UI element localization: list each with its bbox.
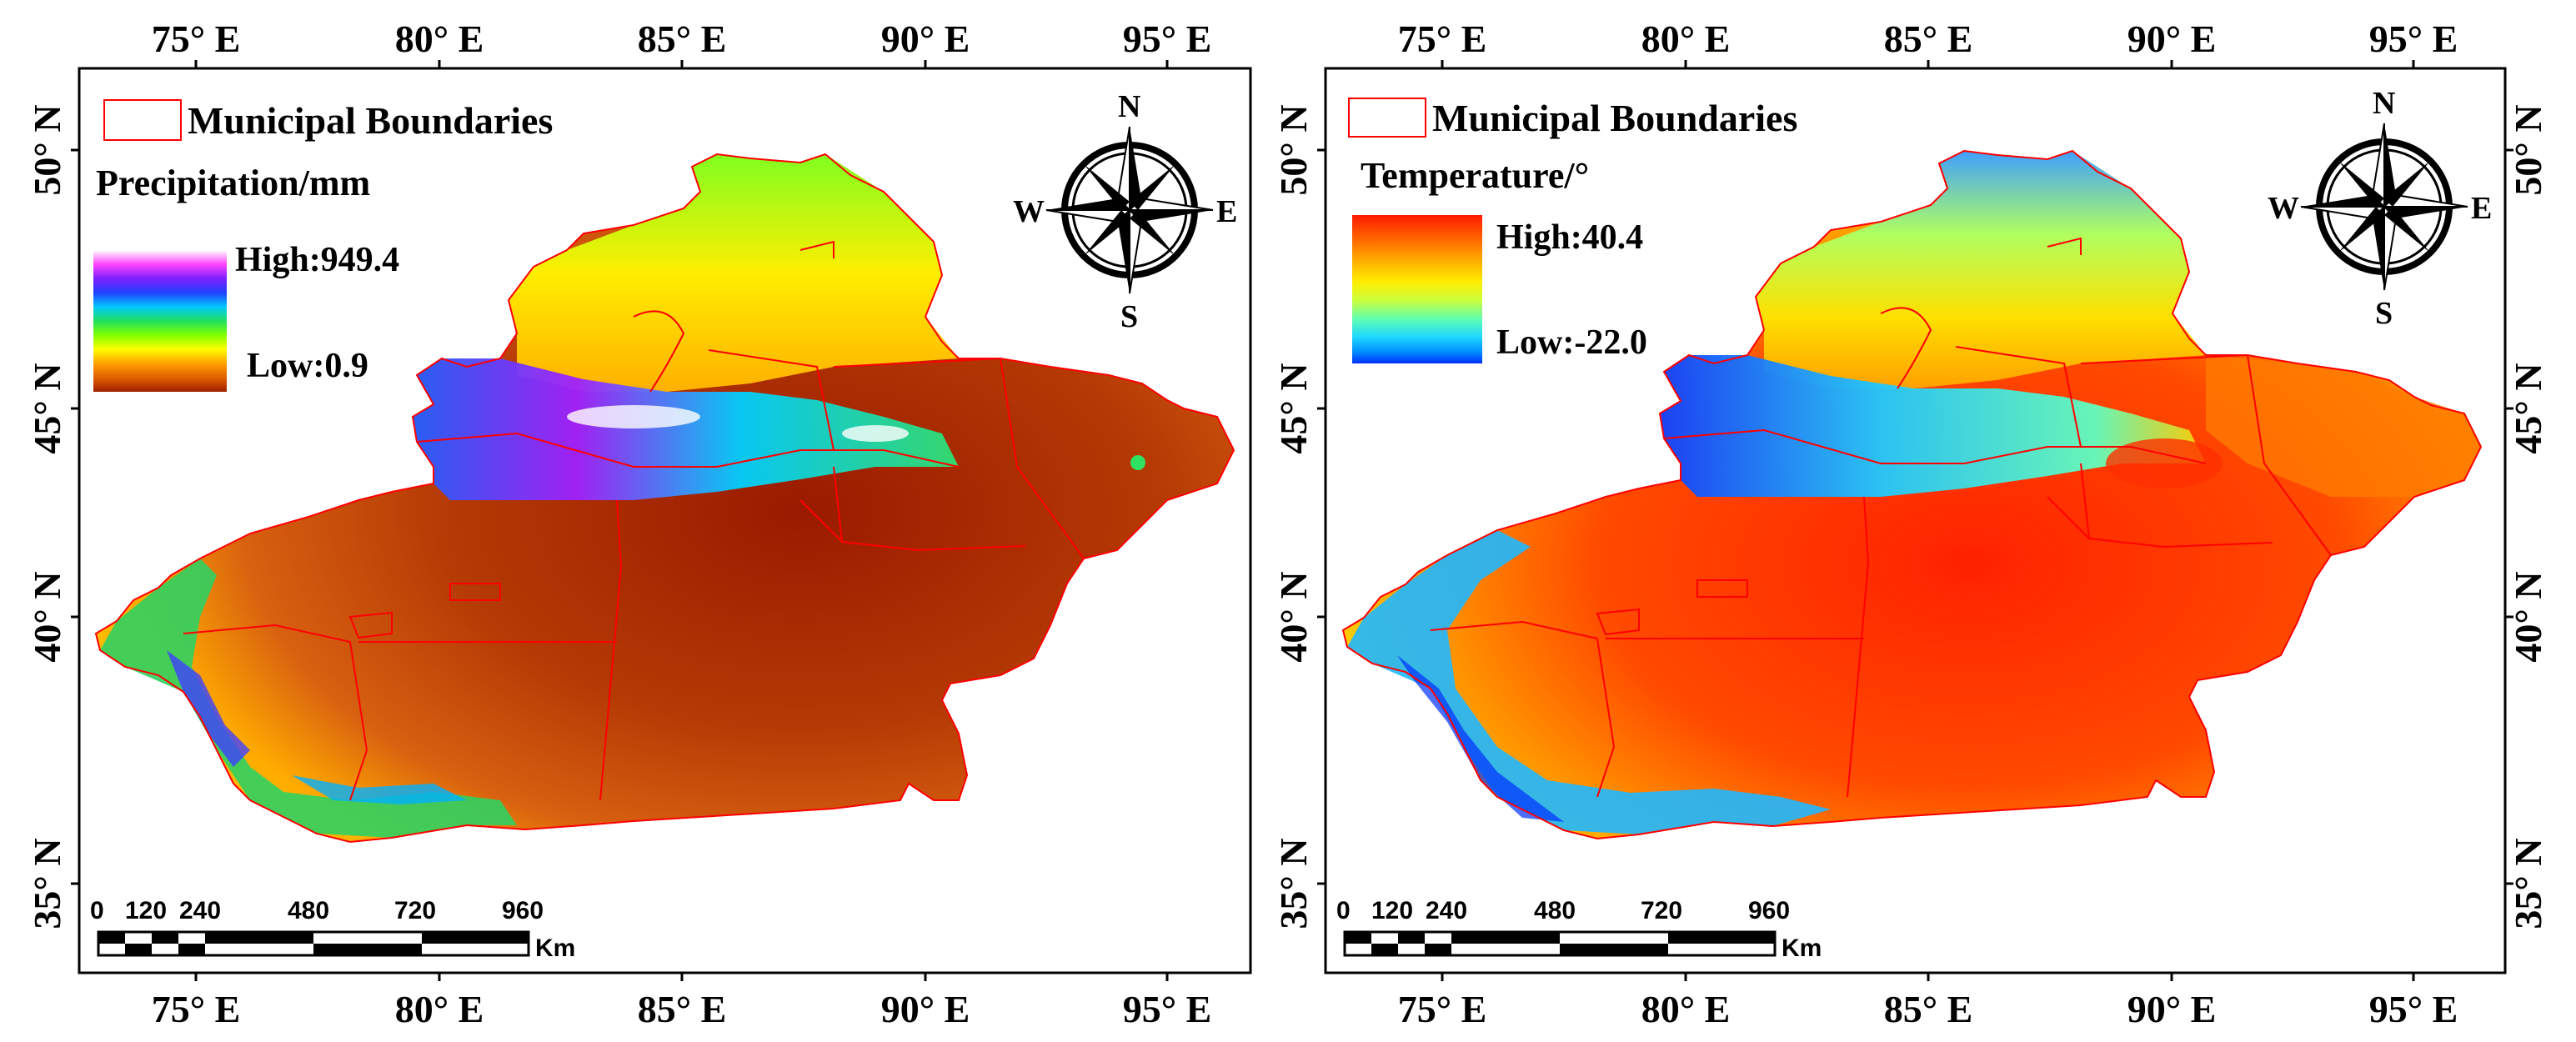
- lat-tick-45: 45° N: [1272, 363, 1315, 453]
- variable-title: Temperature/°: [1361, 155, 1589, 196]
- compass-e: E: [1216, 194, 1237, 229]
- bottom-tick-80: 80° E: [395, 988, 484, 1030]
- compass-w: W: [1013, 194, 1045, 229]
- ramp-high-label: High:949.4: [235, 241, 399, 279]
- left-latitude-labels: 50° N 45° N 40° N 35° N: [1272, 104, 1315, 929]
- ramp-low-label: Low:0.9: [247, 347, 368, 385]
- boundary-legend-label: Municipal Boundaries: [188, 99, 553, 142]
- top-tick-85: 85° E: [1884, 18, 1973, 60]
- ramp-high-label: High:40.4: [1496, 218, 1643, 257]
- bottom-tick-80: 80° E: [1641, 988, 1731, 1030]
- scale-num-960: 960: [502, 897, 544, 924]
- legend: Municipal Boundaries Temperature/° High:…: [1348, 97, 1797, 363]
- scale-num-720: 720: [1641, 897, 1682, 924]
- compass-rose: N S E W: [2268, 86, 2492, 331]
- top-tick-90: 90° E: [881, 18, 970, 60]
- scale-bar: 0 120 240 480 720 960 Km: [90, 897, 575, 962]
- frame-ticks: [71, 60, 1169, 981]
- top-tick-75: 75° E: [1398, 18, 1487, 60]
- bottom-tick-75: 75° E: [1398, 988, 1487, 1030]
- scale-unit: Km: [535, 934, 575, 962]
- top-tick-75: 75° E: [152, 18, 241, 60]
- compass-s: S: [1120, 299, 1138, 334]
- temperature-raster: [1343, 151, 2481, 839]
- scale-unit: Km: [1782, 934, 1822, 962]
- top-tick-80: 80° E: [1641, 18, 1731, 60]
- bottom-tick-90: 90° E: [881, 988, 970, 1030]
- bottom-tick-90: 90° E: [2127, 988, 2217, 1030]
- bottom-tick-75: 75° E: [152, 988, 241, 1030]
- right-latitude-labels: 50° N 45° N 40° N 35° N: [2507, 104, 2549, 929]
- compass-n: N: [1118, 89, 1140, 124]
- scale-num-720: 720: [394, 897, 436, 924]
- frame-ticks: [1317, 60, 2513, 981]
- ramp-low-label: Low:-22.0: [1496, 323, 1647, 362]
- color-ramp: [93, 250, 227, 392]
- lat-tick-40: 40° N: [1272, 571, 1315, 662]
- scale-num-960: 960: [1748, 897, 1790, 924]
- boundary-legend-swatch: [103, 99, 182, 141]
- lat-tick-45: 45° N: [26, 363, 68, 453]
- boundary-legend-label: Municipal Boundaries: [1432, 97, 1797, 139]
- compass-w: W: [2268, 191, 2299, 226]
- top-tick-80: 80° E: [395, 18, 484, 60]
- compass-n: N: [2373, 86, 2395, 121]
- bottom-tick-95: 95° E: [1123, 988, 1212, 1030]
- compass-rose: N S E W: [1013, 89, 1237, 334]
- lat-tick-50-right: 50° N: [2507, 104, 2549, 195]
- legend: Municipal Boundaries Precipitation/mm Hi…: [93, 99, 553, 392]
- scale-num-240: 240: [1426, 897, 1467, 924]
- scale-num-120: 120: [1371, 897, 1413, 924]
- color-ramp: [1352, 215, 1482, 363]
- boundary-legend-swatch: [1348, 98, 1426, 138]
- bottom-tick-95: 95° E: [2369, 988, 2458, 1030]
- top-tick-95: 95° E: [2369, 18, 2458, 60]
- scale-num-240: 240: [179, 897, 221, 924]
- lat-tick-50: 50° N: [26, 104, 68, 195]
- bottom-longitude-labels: 75° E 80° E 85° E 90° E 95° E: [1398, 988, 2458, 1030]
- bottom-tick-85: 85° E: [1884, 988, 1973, 1030]
- top-tick-90: 90° E: [2127, 18, 2217, 60]
- scale-bar: 0 120 240 480 720 960 Km: [1336, 897, 1822, 962]
- compass-e: E: [2471, 191, 2492, 226]
- bottom-tick-85: 85° E: [638, 988, 727, 1030]
- lat-tick-35: 35° N: [26, 838, 68, 929]
- municipal-boundaries: [95, 153, 1235, 843]
- lat-tick-40: 40° N: [26, 571, 68, 662]
- top-tick-85: 85° E: [638, 18, 727, 60]
- precipitation-map-panel: Municipal Boundaries Precipitation/mm Hi…: [26, 18, 1252, 1030]
- scale-num-0: 0: [1336, 897, 1351, 924]
- scale-num-0: 0: [90, 897, 104, 924]
- precipitation-raster: [96, 154, 1234, 842]
- top-longitude-labels: 75° E 80° E 85° E 90° E 95° E: [152, 18, 1212, 60]
- municipal-boundaries: [1342, 150, 2482, 839]
- compass-s: S: [2375, 296, 2393, 331]
- left-latitude-labels: 50° N 45° N 40° N 35° N: [26, 104, 68, 929]
- lat-tick-40-right: 40° N: [2507, 571, 2549, 662]
- temperature-map-panel: Municipal Boundaries Temperature/° High:…: [1272, 18, 2549, 1030]
- lat-tick-35: 35° N: [1272, 838, 1315, 929]
- lat-tick-50: 50° N: [1272, 104, 1315, 195]
- scale-num-480: 480: [288, 897, 329, 924]
- variable-title: Precipitation/mm: [96, 163, 370, 203]
- bottom-longitude-labels: 75° E 80° E 85° E 90° E 95° E: [152, 988, 1212, 1030]
- lat-tick-35-right: 35° N: [2507, 838, 2549, 929]
- lat-tick-45-right: 45° N: [2507, 363, 2549, 453]
- scale-num-480: 480: [1534, 897, 1576, 924]
- top-tick-95: 95° E: [1123, 18, 1212, 60]
- scale-num-120: 120: [125, 897, 167, 924]
- top-longitude-labels: 75° E 80° E 85° E 90° E 95° E: [1398, 18, 2458, 60]
